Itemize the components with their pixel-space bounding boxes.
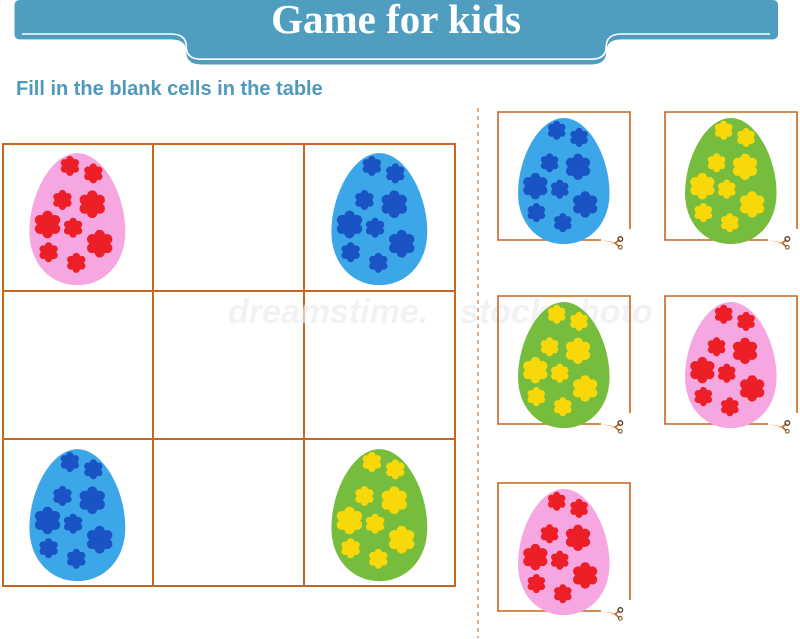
- svg-text:Game for kids: Game for kids: [271, 0, 521, 42]
